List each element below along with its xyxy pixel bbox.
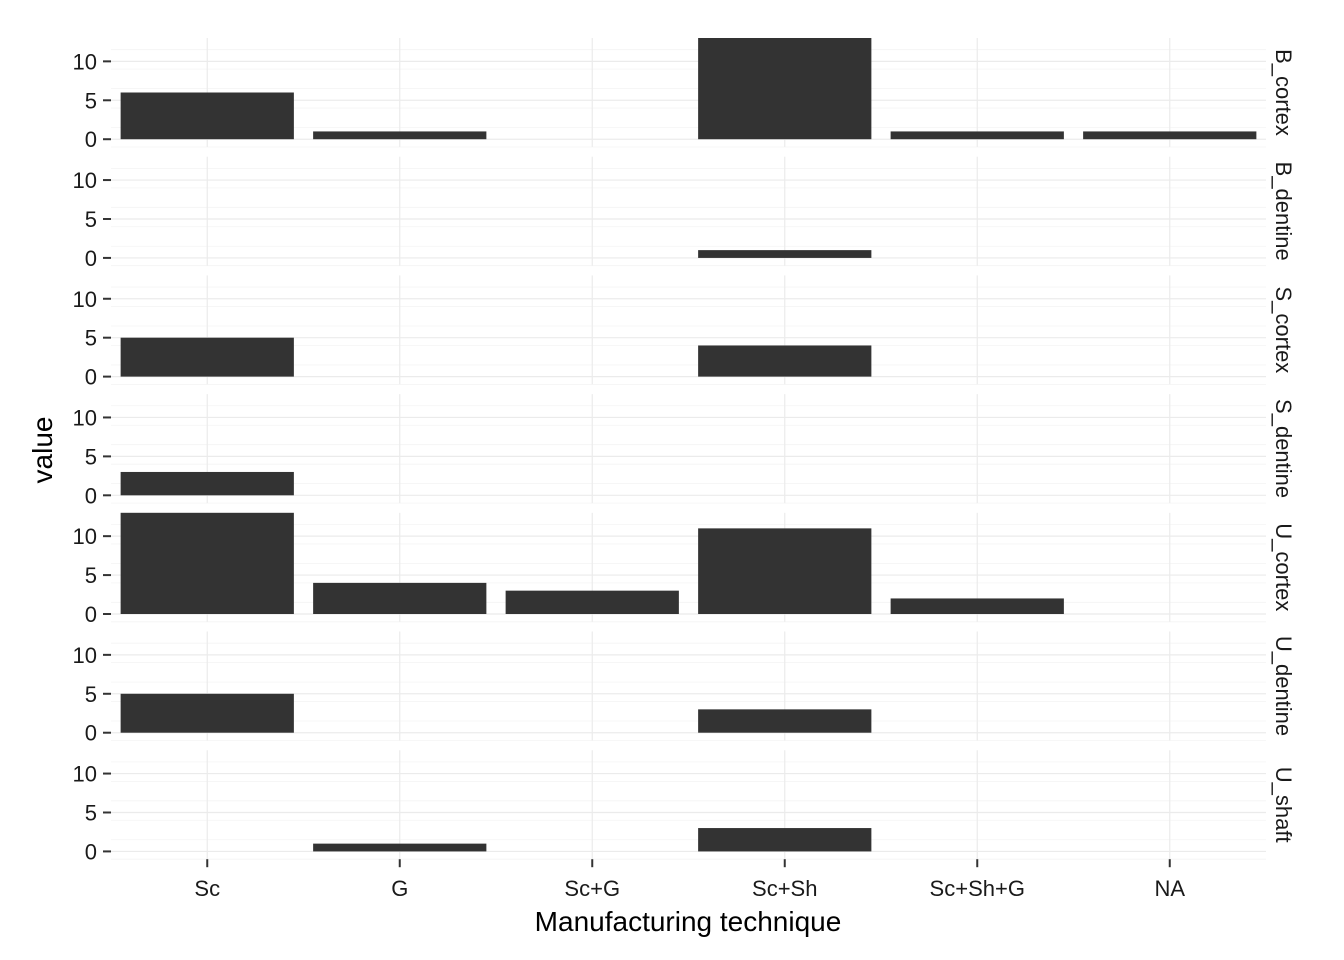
- bar: [313, 582, 487, 615]
- bar: [698, 828, 872, 852]
- x-tick-label: G: [391, 876, 408, 901]
- y-tick-label: 10: [73, 643, 97, 668]
- y-tick-label: 5: [85, 326, 97, 351]
- bar: [505, 590, 679, 615]
- y-tick-label: 0: [85, 127, 97, 152]
- bar: [120, 337, 294, 377]
- x-tick-label: Sc+Sh+G: [930, 876, 1025, 901]
- x-tick-label: NA: [1154, 876, 1185, 901]
- bar: [698, 528, 872, 615]
- bar: [120, 471, 294, 496]
- bar: [890, 131, 1064, 140]
- facet-panel: 0 5 10 U_cortex: [73, 512, 1296, 627]
- x-tick-label: Sc+G: [564, 876, 620, 901]
- facet-strip-label: S_cortex: [1271, 286, 1296, 373]
- facet-strip-label: U_dentine: [1271, 636, 1296, 736]
- y-tick-label: 10: [73, 168, 97, 193]
- facet-panel: 0 5 10 U_dentine: [73, 631, 1296, 746]
- x-tick-label: Sc+Sh: [752, 876, 817, 901]
- y-axis-title: value: [27, 417, 58, 484]
- bar: [313, 843, 487, 852]
- y-tick-label: 5: [85, 444, 97, 469]
- y-tick-label: 0: [85, 483, 97, 508]
- y-tick-label: 0: [85, 602, 97, 627]
- x-axis-title: Manufacturing technique: [535, 906, 842, 937]
- bar: [698, 709, 872, 733]
- y-tick-label: 0: [85, 246, 97, 271]
- bar: [698, 38, 872, 140]
- bar: [1083, 131, 1257, 140]
- y-tick-label: 5: [85, 800, 97, 825]
- bar: [120, 92, 294, 140]
- y-tick-label: 0: [85, 839, 97, 864]
- y-tick-label: 5: [85, 207, 97, 232]
- x-axis: Sc G Sc+G Sc+Sh Sc+Sh+G NA: [194, 859, 1185, 901]
- y-tick-label: 10: [73, 762, 97, 787]
- bar: [120, 512, 294, 615]
- y-tick-label: 5: [85, 682, 97, 707]
- facet-panel: 0 5 10 S_cortex: [73, 275, 1296, 390]
- facet-panel: 0 5 10 S_dentine: [73, 394, 1296, 508]
- x-tick-label: Sc: [194, 876, 220, 901]
- facet-strip-label: U_shaft: [1271, 767, 1296, 843]
- y-tick-label: 0: [85, 365, 97, 390]
- facet-panel: 0 5 10 B_dentine: [73, 156, 1296, 271]
- facet-strip-label: B_cortex: [1271, 49, 1296, 136]
- bar: [698, 250, 872, 258]
- facet-strip-label: B_dentine: [1271, 162, 1296, 261]
- bar: [890, 598, 1064, 615]
- bar: [313, 131, 487, 140]
- y-tick-label: 0: [85, 721, 97, 746]
- y-tick-label: 10: [73, 405, 97, 430]
- y-tick-label: 5: [85, 88, 97, 113]
- y-tick-label: 5: [85, 563, 97, 588]
- y-tick-label: 10: [73, 49, 97, 74]
- facet-strip-label: U_cortex: [1271, 523, 1296, 611]
- bar: [698, 345, 872, 377]
- facet-panels: 0 5 10 B_cortex 0 5 10 B_dentine 0 5 10 S_cortex 0 5 1…: [73, 38, 1296, 864]
- y-tick-label: 10: [73, 287, 97, 312]
- y-tick-label: 10: [73, 524, 97, 549]
- facet-panel: 0 5 10 U_shaft: [73, 750, 1296, 864]
- facet-panel: 0 5 10 B_cortex: [73, 38, 1296, 152]
- facet-strip-label: S_dentine: [1271, 399, 1296, 498]
- bar: [120, 693, 294, 733]
